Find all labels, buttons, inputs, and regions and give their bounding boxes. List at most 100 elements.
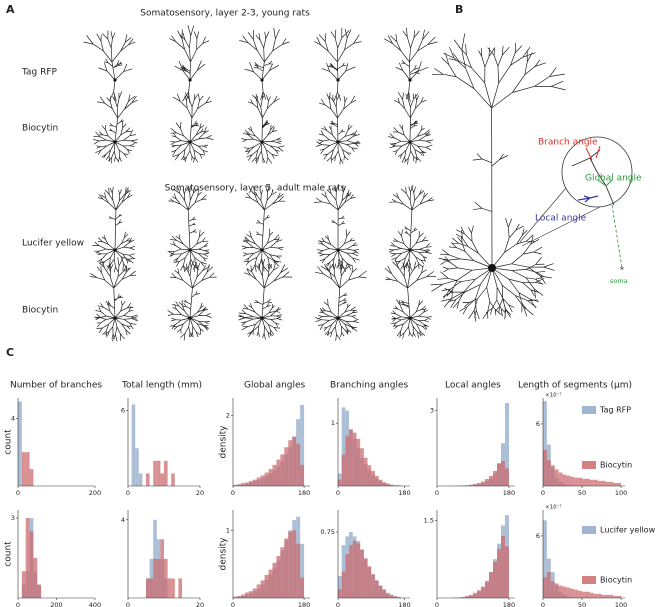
histogram-bar [264, 574, 269, 598]
histogram-bar [300, 464, 305, 486]
histogram-bar [393, 596, 398, 598]
histogram-bar [25, 518, 30, 598]
histogram-bar [37, 584, 42, 598]
histogram-bar [356, 438, 361, 486]
histogram-bar [233, 484, 237, 486]
histogram-bar [349, 429, 353, 486]
histogram-bar [236, 595, 241, 598]
row-label: Lucifer yellow [22, 239, 84, 249]
histogram-bar [272, 464, 277, 486]
histogram-bar [268, 569, 273, 598]
axis-multiplier: ×10⁻² [545, 504, 562, 511]
histogram-bar [300, 543, 305, 598]
section-title: Somatosensory, layer 2-3, young rats [140, 9, 310, 19]
neuron-morphology [387, 92, 434, 165]
histogram-bar [473, 592, 477, 598]
histogram-bar [138, 473, 143, 486]
column-title: Branching angles [330, 381, 408, 391]
annotation: Local angle [535, 214, 587, 224]
histogram-bar [233, 596, 237, 598]
histogram-bar [160, 539, 164, 598]
neuron-morphology [238, 258, 293, 340]
histogram-bar [505, 468, 509, 486]
histogram-bar [284, 447, 289, 486]
y-axis-label: count [4, 429, 14, 455]
histogram-bar [296, 543, 301, 598]
histogram-bar [601, 594, 606, 598]
y-axis-label: density [219, 425, 229, 459]
soma [336, 140, 340, 144]
zoom-inset: * [519, 136, 633, 275]
histogram-bar [21, 452, 26, 486]
neuron-morphology [239, 27, 290, 100]
histogram-bar [546, 572, 551, 598]
y-tick-label: 6 [536, 420, 540, 428]
x-tick-label: 200 [50, 601, 62, 607]
histogram-bar [296, 443, 301, 486]
neuron-morphology [313, 185, 360, 273]
y-tick-label: 2 [226, 412, 230, 420]
zoom-line [521, 206, 601, 247]
soma [113, 140, 117, 144]
histogram-bar [397, 485, 401, 486]
neuron-morphology [384, 27, 438, 102]
histogram-bar [341, 407, 346, 486]
histogram-bar [485, 478, 489, 486]
x-tick-label: 180 [398, 489, 410, 497]
histogram-bar [167, 578, 172, 598]
histogram-bar [461, 596, 465, 598]
x-tick-label: 20 [196, 489, 204, 497]
soma [408, 140, 412, 144]
histogram-bar [244, 482, 249, 486]
row-label: Tag RFP [21, 68, 58, 78]
histogram-bar [505, 546, 509, 598]
legend-swatch [582, 526, 596, 534]
soma [336, 316, 340, 320]
x-tick-label: 180 [298, 601, 310, 607]
histogram-bar [288, 440, 293, 486]
histogram-bar [264, 472, 269, 486]
global-angle-arrow [597, 179, 613, 187]
x-tick-label: 0 [435, 601, 439, 607]
histogram-bar [558, 585, 563, 598]
annotation: Global angle [585, 174, 642, 184]
zoom-neurite [571, 149, 615, 206]
x-tick-label: 0 [435, 489, 439, 497]
histogram-bar [546, 460, 551, 486]
x-tick-label: 200 [89, 489, 101, 497]
neuron-morphology [430, 33, 566, 322]
histogram-bar [268, 469, 273, 486]
histogram-bar [543, 401, 547, 486]
neuron-morphology [167, 260, 217, 341]
histogram-bar [146, 578, 150, 598]
x-tick-label: 0 [541, 601, 545, 607]
histogram-bar [601, 480, 606, 486]
histogram-bar [378, 585, 383, 598]
x-tick-label: 0 [16, 601, 20, 607]
x-tick-label: 100 [615, 601, 627, 607]
soma [408, 248, 412, 252]
y-tick-label: 6 [121, 407, 125, 415]
histogram-bar [178, 578, 182, 598]
neuron-morphology [169, 25, 210, 103]
panel-label: A [6, 3, 15, 16]
histogram-bar [613, 482, 618, 486]
histogram-bar [153, 460, 157, 486]
neuron-morphology [314, 27, 362, 102]
histogram-bar [554, 583, 559, 598]
legend-swatch [582, 406, 596, 414]
section-title: Somatosensory, layer 5, adult male rats [165, 184, 346, 194]
histogram-bar [582, 591, 586, 598]
histogram-bar [386, 483, 390, 486]
histogram-bar [341, 571, 346, 598]
histogram-bar [582, 478, 586, 486]
histogram-bar [338, 576, 342, 598]
y-tick-label: 6 [536, 532, 540, 540]
x-tick-label: 0 [16, 489, 20, 497]
histogram-bar [386, 593, 390, 598]
histogram-bar [485, 580, 489, 598]
histogram-bar [164, 558, 168, 598]
histogram-bar [609, 481, 614, 486]
branch-angle-arrow [585, 145, 601, 161]
x-tick-label: 180 [398, 601, 410, 607]
